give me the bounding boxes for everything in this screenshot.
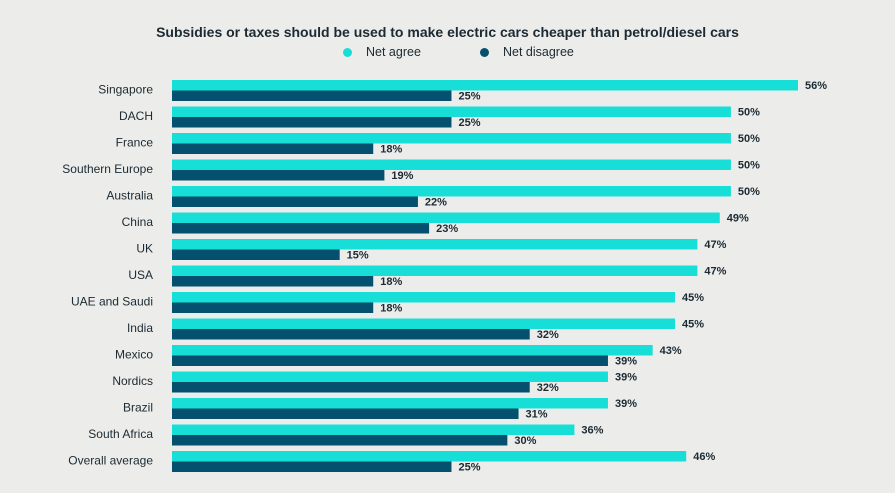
bar-agree-overall-average xyxy=(172,451,687,462)
bar-disagree-singapore xyxy=(172,90,452,101)
value-label-agree-usa: 47% xyxy=(704,266,726,278)
category-label-india: India xyxy=(127,321,153,335)
value-label-disagree-uae-and-saudi: 18% xyxy=(380,303,402,315)
value-label-disagree-mexico: 39% xyxy=(615,356,637,368)
value-label-disagree-southern-europe: 19% xyxy=(391,170,413,182)
bar-agree-usa xyxy=(172,265,698,276)
value-label-agree-mexico: 43% xyxy=(660,345,682,357)
value-label-agree-uae-and-saudi: 45% xyxy=(682,292,704,304)
value-label-agree-south-africa: 36% xyxy=(581,425,603,437)
value-label-agree-nordics: 39% xyxy=(615,372,637,384)
bar-disagree-china xyxy=(172,223,430,234)
bar-agree-china xyxy=(172,212,720,223)
bar-agree-australia xyxy=(172,186,731,197)
category-label-china: China xyxy=(122,215,154,229)
value-label-agree-overall-average: 46% xyxy=(693,451,715,463)
bar-agree-uk xyxy=(172,239,698,250)
value-label-disagree-usa: 18% xyxy=(380,276,402,288)
legend-label-disagree: Net disagree xyxy=(503,45,574,59)
bar-agree-france xyxy=(172,133,731,144)
category-label-nordics: Nordics xyxy=(112,374,153,388)
bar-disagree-india xyxy=(172,329,530,340)
bar-agree-nordics xyxy=(172,371,608,382)
value-label-agree-brazil: 39% xyxy=(615,398,637,410)
legend-swatch-disagree xyxy=(480,47,489,57)
bar-disagree-brazil xyxy=(172,408,519,419)
value-label-disagree-china: 23% xyxy=(436,223,458,235)
category-label-southern-europe: Southern Europe xyxy=(62,162,153,176)
value-label-disagree-singapore: 25% xyxy=(458,91,480,103)
value-label-agree-australia: 50% xyxy=(738,186,760,198)
bar-disagree-nordics xyxy=(172,382,530,393)
value-label-disagree-south-africa: 30% xyxy=(514,435,536,447)
bar-agree-south-africa xyxy=(172,424,575,435)
category-label-dach: DACH xyxy=(119,109,153,123)
bar-disagree-usa xyxy=(172,276,374,287)
value-label-disagree-nordics: 32% xyxy=(537,382,559,394)
category-label-uk: UK xyxy=(136,242,153,256)
category-label-singapore: Singapore xyxy=(98,83,153,97)
value-label-agree-france: 50% xyxy=(738,133,760,145)
chart-title: Subsidies or taxes should be used to mak… xyxy=(156,24,739,40)
category-label-france: France xyxy=(116,136,154,150)
category-label-uae-and-saudi: UAE and Saudi xyxy=(71,295,153,309)
bar-agree-singapore xyxy=(172,80,798,91)
bar-agree-uae-and-saudi xyxy=(172,292,676,303)
bar-agree-india xyxy=(172,318,676,329)
legend-item-disagree: Net disagree xyxy=(480,45,574,59)
value-label-agree-southern-europe: 50% xyxy=(738,160,760,172)
legend-swatch-agree xyxy=(343,47,352,57)
legend-item-agree: Net agree xyxy=(343,45,421,59)
value-label-disagree-france: 18% xyxy=(380,144,402,156)
bar-disagree-overall-average xyxy=(172,461,452,472)
value-label-disagree-uk: 15% xyxy=(347,250,369,262)
value-label-disagree-australia: 22% xyxy=(425,197,447,209)
value-label-disagree-dach: 25% xyxy=(458,117,480,129)
bar-disagree-mexico xyxy=(172,355,608,366)
bar-disagree-south-africa xyxy=(172,435,508,446)
value-label-agree-india: 45% xyxy=(682,319,704,331)
category-label-usa: USA xyxy=(128,268,153,282)
bar-disagree-australia xyxy=(172,196,418,207)
category-label-south-africa: South Africa xyxy=(88,427,153,441)
category-label-australia: Australia xyxy=(106,189,153,203)
category-label-brazil: Brazil xyxy=(123,401,153,415)
bar-agree-southern-europe xyxy=(172,159,731,170)
bar-disagree-uk xyxy=(172,249,340,260)
bar-disagree-southern-europe xyxy=(172,170,385,181)
bar-disagree-dach xyxy=(172,117,452,128)
value-label-disagree-india: 32% xyxy=(537,329,559,341)
value-label-agree-china: 49% xyxy=(727,213,749,225)
value-label-agree-uk: 47% xyxy=(704,239,726,251)
bar-agree-brazil xyxy=(172,398,608,409)
value-label-agree-dach: 50% xyxy=(738,107,760,119)
value-label-disagree-overall-average: 25% xyxy=(458,462,480,474)
bar-disagree-france xyxy=(172,143,374,154)
category-label-overall-average: Overall average xyxy=(68,454,153,468)
legend-label-agree: Net agree xyxy=(366,45,421,59)
bar-agree-mexico xyxy=(172,345,653,356)
bar-agree-dach xyxy=(172,106,731,117)
value-label-disagree-brazil: 31% xyxy=(526,409,548,421)
category-label-mexico: Mexico xyxy=(115,348,153,362)
bar-disagree-uae-and-saudi xyxy=(172,302,374,313)
value-label-agree-singapore: 56% xyxy=(805,80,827,92)
